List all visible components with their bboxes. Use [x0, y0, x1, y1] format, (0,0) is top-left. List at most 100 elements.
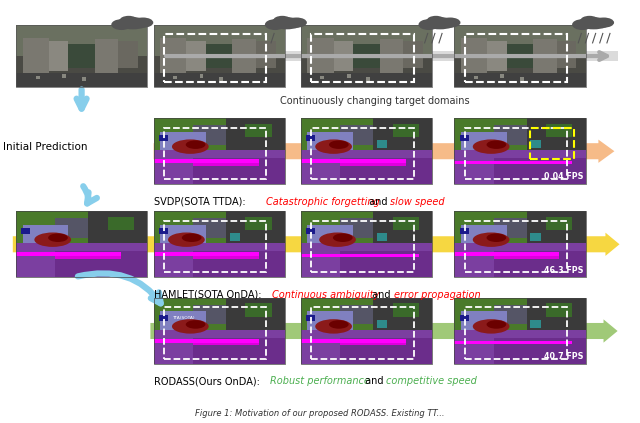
- Text: Robust performance: Robust performance: [270, 376, 370, 387]
- Bar: [301, 25, 432, 56]
- Ellipse shape: [182, 233, 202, 242]
- Bar: [465, 308, 567, 359]
- Bar: [157, 51, 618, 61]
- Bar: [16, 73, 147, 87]
- Bar: [366, 77, 371, 80]
- Bar: [36, 76, 40, 80]
- Bar: [454, 25, 586, 87]
- Bar: [16, 212, 147, 277]
- Text: 40.7 FPS: 40.7 FPS: [543, 352, 583, 361]
- Bar: [164, 221, 266, 272]
- Text: error propagation: error propagation: [394, 290, 480, 300]
- Bar: [527, 298, 586, 330]
- Bar: [164, 34, 266, 82]
- Bar: [311, 308, 413, 359]
- Text: Catastrophic forgetting: Catastrophic forgetting: [266, 197, 380, 207]
- Bar: [219, 77, 223, 80]
- Bar: [531, 233, 541, 241]
- Ellipse shape: [287, 17, 307, 27]
- Bar: [301, 212, 432, 277]
- Ellipse shape: [572, 19, 593, 30]
- Text: and: and: [362, 376, 386, 387]
- Bar: [520, 77, 524, 80]
- Bar: [454, 212, 586, 277]
- Text: competitive speed: competitive speed: [386, 376, 477, 387]
- Bar: [465, 34, 567, 82]
- Bar: [377, 233, 387, 241]
- Bar: [307, 311, 353, 334]
- Text: 46.3 FPS: 46.3 FPS: [543, 266, 583, 275]
- Ellipse shape: [419, 19, 439, 30]
- Bar: [461, 311, 507, 334]
- Ellipse shape: [111, 19, 132, 30]
- Bar: [95, 39, 118, 73]
- Bar: [173, 76, 177, 80]
- Bar: [311, 221, 413, 272]
- Bar: [301, 298, 432, 364]
- Ellipse shape: [440, 17, 461, 27]
- Bar: [193, 251, 285, 277]
- Bar: [118, 41, 138, 69]
- Bar: [160, 38, 186, 74]
- Bar: [393, 303, 419, 316]
- Bar: [377, 140, 387, 148]
- Bar: [226, 298, 285, 330]
- Bar: [306, 135, 316, 141]
- Bar: [160, 132, 206, 154]
- Bar: [16, 212, 147, 277]
- Bar: [301, 212, 373, 243]
- Text: RODASS(Ours OnDA):: RODASS(Ours OnDA):: [154, 376, 262, 387]
- Bar: [454, 298, 586, 364]
- Bar: [465, 128, 567, 179]
- Bar: [230, 233, 240, 241]
- Bar: [245, 303, 271, 316]
- Bar: [245, 217, 271, 230]
- Bar: [547, 303, 573, 316]
- Bar: [333, 41, 353, 71]
- Ellipse shape: [319, 233, 356, 247]
- Bar: [154, 25, 285, 87]
- Bar: [301, 339, 406, 343]
- Bar: [164, 308, 266, 359]
- Bar: [340, 125, 373, 145]
- Bar: [531, 320, 541, 328]
- Ellipse shape: [35, 233, 71, 247]
- Ellipse shape: [168, 233, 205, 247]
- Bar: [454, 118, 586, 184]
- Bar: [154, 298, 285, 364]
- Bar: [454, 298, 527, 330]
- Bar: [301, 73, 432, 87]
- Bar: [373, 118, 432, 150]
- Bar: [16, 25, 147, 56]
- Bar: [154, 159, 259, 163]
- Bar: [301, 150, 432, 184]
- Bar: [206, 44, 232, 69]
- Bar: [311, 34, 413, 82]
- Bar: [159, 228, 168, 234]
- FancyArrow shape: [13, 233, 620, 256]
- Bar: [193, 338, 285, 364]
- Bar: [340, 343, 406, 346]
- Bar: [154, 212, 226, 243]
- Ellipse shape: [48, 233, 68, 242]
- Bar: [256, 41, 276, 69]
- Bar: [454, 161, 573, 165]
- Bar: [527, 118, 586, 150]
- Bar: [454, 73, 586, 87]
- Bar: [533, 39, 557, 73]
- Bar: [557, 41, 577, 69]
- Bar: [154, 118, 285, 184]
- Bar: [154, 212, 285, 277]
- Ellipse shape: [133, 17, 154, 27]
- Bar: [16, 243, 147, 277]
- Bar: [22, 225, 68, 247]
- Bar: [531, 140, 541, 148]
- Bar: [16, 253, 121, 256]
- Bar: [454, 212, 586, 277]
- Text: TTA(SOTA): TTA(SOTA): [172, 316, 195, 320]
- Bar: [454, 150, 586, 184]
- Bar: [301, 118, 432, 184]
- Bar: [494, 158, 586, 184]
- Bar: [154, 253, 259, 256]
- Bar: [373, 298, 432, 330]
